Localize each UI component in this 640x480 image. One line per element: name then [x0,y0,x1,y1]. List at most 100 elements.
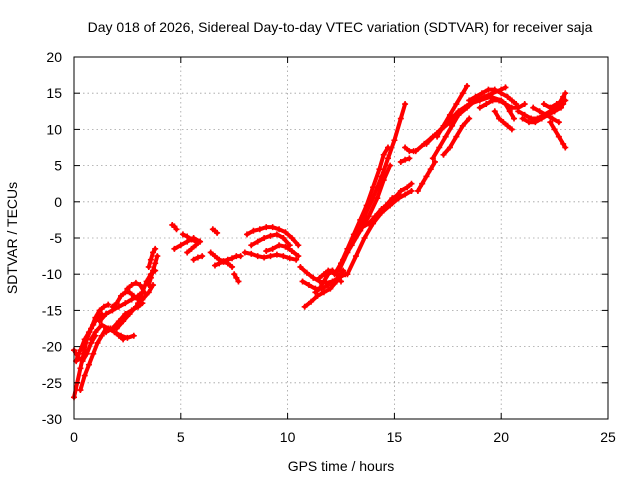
data-point [384,155,391,162]
data-point [308,298,315,305]
data-point [100,303,107,310]
x-tick-label: 20 [493,429,509,445]
series-trace [146,246,158,269]
x-tick-label: 15 [387,429,403,445]
data-point [207,249,214,256]
chart-title: Day 018 of 2026, Sidereal Day-to-day VTE… [88,19,593,35]
data-point [184,238,191,245]
data-point [436,144,443,151]
data-point [224,260,231,267]
data-point [117,332,124,339]
data-point [276,242,283,249]
series-trace [430,105,467,161]
data-point [81,336,88,343]
data-point [231,271,238,278]
data-point [152,260,159,267]
data-point [498,97,505,104]
data-point [560,140,567,147]
data-point [132,303,139,310]
data-point [147,256,154,263]
data-point [280,253,287,260]
data-point [508,126,515,133]
data-point [359,224,366,231]
data-point [363,202,370,209]
data-point [338,260,344,267]
data-point [103,329,110,336]
data-point [297,263,304,270]
data-point [90,321,97,328]
data-point [77,347,84,354]
data-point [391,137,398,144]
data-point [122,300,129,307]
data-point [376,209,383,216]
data-point [273,231,280,238]
series-track-o [179,231,199,245]
data-point [472,93,479,100]
data-point [402,156,409,163]
data-point [124,285,131,292]
data-point [547,104,554,111]
data-point [147,274,154,281]
data-point [464,82,471,89]
series-track-v [231,271,242,285]
data-point [431,158,438,165]
series-track-j [124,279,148,296]
data-point [192,242,199,249]
data-point [211,262,218,269]
x-tick-label: 25 [600,429,616,445]
data-point [105,301,112,308]
data-point [316,274,323,281]
data-point [269,224,276,231]
data-point [498,90,505,97]
data-point [77,365,84,372]
series-track-ac [301,267,347,310]
y-axis-label: SDTVAR / TECUs [4,182,20,294]
series-track-w [244,224,302,249]
series-track-i [113,282,157,332]
data-point [406,155,413,162]
data-point [350,231,357,238]
series-track-bc [540,97,569,111]
data-point [173,226,180,233]
data-point [380,151,387,158]
data-point [562,97,569,104]
data-point [310,274,317,281]
series-track-av [491,108,515,133]
axis-ticks: 0 5 10 15 20 25 -30 -25 -20 -15 -10 -5 0 5 10 15 20 [42,49,616,445]
data-point [179,231,186,238]
data-point [521,101,528,108]
data-point [135,300,142,307]
series-track-l [145,253,161,289]
series-track-x [248,231,293,249]
data-point [267,253,274,260]
series-track-b [73,311,105,365]
data-point [365,220,372,227]
data-point [184,233,191,240]
y-tick-label: -15 [42,302,62,318]
data-point [382,202,389,209]
data-point [126,311,133,318]
data-points [71,82,569,401]
y-tick-label: 15 [46,85,62,101]
data-point [536,108,543,115]
data-point [132,279,139,286]
series-track-ar [429,104,468,162]
series-track-m [145,245,159,270]
data-point [103,311,110,318]
data-point [85,361,92,368]
series-track-aw [498,97,518,122]
data-point [389,195,396,202]
data-point [485,86,492,93]
data-point [502,84,509,91]
data-point [478,90,485,97]
data-point [476,104,483,111]
data-point [408,180,415,187]
data-point [449,122,456,129]
data-point [248,242,255,249]
data-point [128,296,135,303]
data-point [199,253,206,260]
data-point [519,115,526,122]
data-point [152,245,159,252]
data-point [241,249,248,256]
data-point [404,184,411,191]
